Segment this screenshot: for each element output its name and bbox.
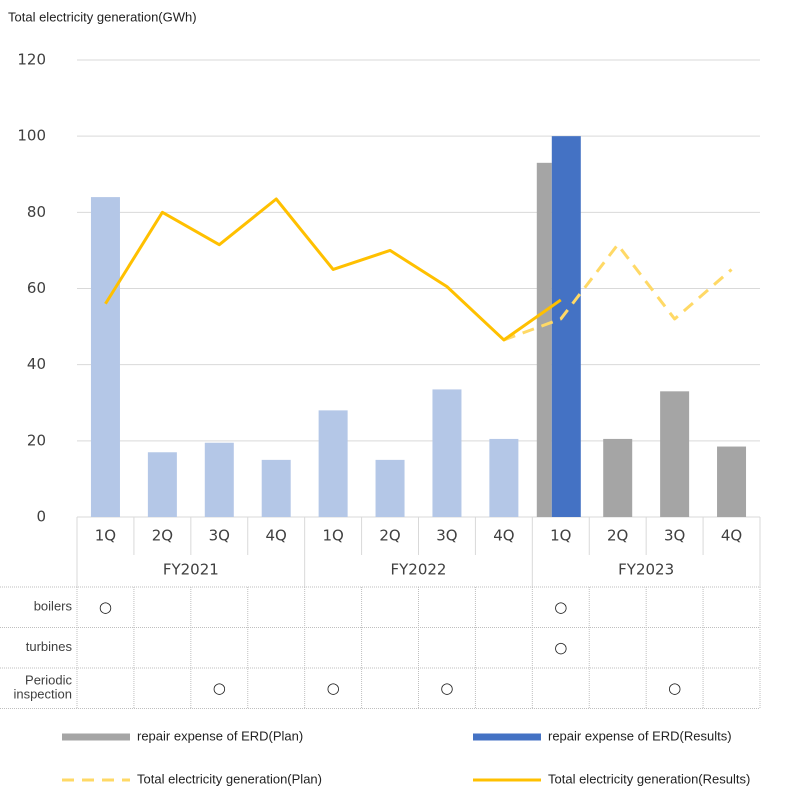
bar — [90, 197, 120, 517]
line-series — [104, 197, 562, 342]
bar — [489, 438, 519, 517]
row-label: inspection — [13, 687, 72, 702]
x-tick-label: 4Q — [493, 527, 514, 545]
row-label: turbines — [26, 639, 73, 654]
bar — [147, 452, 177, 517]
bar — [375, 459, 405, 517]
table-cell: ○ — [327, 679, 340, 697]
legend-label: Total electricity generation(Results) — [548, 771, 750, 786]
x-tick-label: 4Q — [266, 527, 287, 545]
y-tick-label: 0 — [36, 508, 46, 526]
y-tick-label: 20 — [27, 431, 46, 449]
bar — [603, 438, 633, 517]
table-cell: ○ — [554, 598, 567, 616]
chart-title: Total electricity generation(GWh) — [8, 9, 197, 24]
table-cell: ○ — [668, 679, 681, 697]
x-tick-label: 4Q — [721, 527, 742, 545]
y-tick-label: 60 — [27, 279, 46, 297]
bar — [536, 162, 552, 517]
bar — [551, 136, 581, 517]
x-tick-label: 2Q — [379, 527, 400, 545]
bar — [717, 446, 747, 517]
bar — [432, 389, 462, 517]
x-tick-label: 3Q — [436, 527, 457, 545]
group-label: FY2021 — [163, 561, 219, 579]
group-label: FY2022 — [391, 561, 447, 579]
x-tick-label: 1Q — [95, 527, 116, 545]
table-cell: ○ — [213, 679, 226, 697]
y-tick-label: 120 — [17, 51, 46, 69]
x-tick-label: 2Q — [607, 527, 628, 545]
y-tick-label: 80 — [27, 203, 46, 221]
table-cell: ○ — [554, 638, 567, 656]
legend-label: repair expense of ERD(Plan) — [137, 728, 303, 743]
table-cell: ○ — [440, 679, 453, 697]
x-tick-label: 3Q — [664, 527, 685, 545]
legend-label: Total electricity generation(Plan) — [137, 771, 322, 786]
y-tick-label: 100 — [17, 127, 46, 145]
x-tick-label: 1Q — [550, 527, 571, 545]
table-cell: ○ — [99, 598, 112, 616]
x-tick-label: 3Q — [209, 527, 230, 545]
row-label: boilers — [34, 599, 73, 614]
bar — [318, 410, 348, 517]
line-series — [503, 243, 733, 342]
x-tick-label: 1Q — [322, 527, 343, 545]
bar — [660, 391, 690, 517]
group-label: FY2023 — [618, 561, 674, 579]
bar — [204, 442, 234, 517]
bar — [261, 459, 291, 517]
y-tick-label: 40 — [27, 355, 46, 373]
x-tick-label: 2Q — [152, 527, 173, 545]
row-label: Periodic — [25, 673, 72, 688]
legend-label: repair expense of ERD(Results) — [548, 728, 732, 743]
